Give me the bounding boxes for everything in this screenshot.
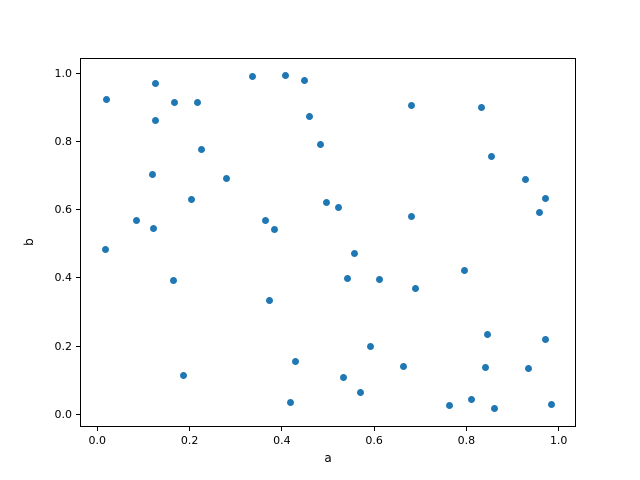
x-tick-label: 1.0 (549, 433, 568, 447)
x-tick-label: 0.2 (180, 433, 199, 447)
x-tick-mark (558, 427, 560, 432)
scatter-point (188, 195, 196, 203)
scatter-point (292, 357, 300, 365)
x-tick-label: 0.4 (273, 433, 291, 447)
scatter-point (521, 175, 529, 183)
scatter-point (536, 208, 544, 216)
scatter-point (488, 153, 496, 161)
scatter-point (148, 171, 156, 179)
scatter-point (249, 73, 257, 81)
scatter-point (541, 194, 549, 202)
x-tick-mark (281, 427, 283, 432)
y-axis-label: b (22, 238, 36, 247)
scatter-point (133, 216, 141, 224)
y-tick-label: 0.4 (54, 271, 73, 285)
x-tick-mark (189, 427, 191, 432)
x-axis-label: a (324, 451, 332, 466)
scatter-point (461, 267, 469, 275)
x-tick-mark (96, 427, 98, 432)
scatter-point (170, 276, 178, 284)
scatter-point (198, 145, 206, 153)
y-tick-mark (76, 413, 80, 415)
y-tick-mark (76, 277, 80, 279)
scatter-point (262, 217, 270, 225)
scatter-point (350, 249, 358, 257)
scatter-point (344, 275, 352, 283)
scatter-point (222, 174, 230, 182)
scatter-point (270, 225, 278, 233)
scatter-point (491, 404, 499, 412)
y-tick-mark (76, 72, 80, 74)
y-tick-mark (76, 209, 80, 211)
scatter-point (357, 389, 365, 397)
scatter-point (287, 399, 295, 407)
y-tick-mark (76, 345, 80, 347)
scatter-point (478, 104, 486, 112)
x-tick-mark (373, 427, 375, 432)
scatter-point (103, 95, 111, 103)
y-tick-label: 0.2 (54, 339, 73, 353)
scatter-point (367, 343, 375, 351)
scatter-point (483, 331, 491, 339)
scatter-point (408, 213, 415, 221)
x-tick-label: 0.8 (457, 433, 476, 447)
scatter-point (170, 99, 178, 107)
scatter-point (149, 224, 157, 232)
scatter-point (467, 396, 475, 404)
scatter-point (101, 246, 109, 254)
y-tick-label: 0.0 (54, 407, 73, 421)
scatter-point (445, 401, 453, 409)
scatter-point (376, 276, 384, 284)
scatter-point (194, 99, 202, 107)
scatter-point (305, 112, 313, 120)
y-tick-mark (76, 141, 80, 143)
scatter-point (152, 116, 160, 124)
scatter-point (542, 335, 550, 343)
scatter-point (266, 296, 274, 304)
scatter-point (151, 80, 159, 88)
scatter-point (322, 198, 330, 206)
scatter-point (400, 363, 408, 370)
x-tick-label: 0.0 (88, 433, 107, 447)
scatter-point (547, 401, 555, 409)
y-tick-label: 1.0 (54, 66, 73, 80)
scatter-point (179, 372, 187, 380)
x-tick-mark (465, 427, 467, 432)
y-tick-label: 0.8 (54, 135, 73, 149)
x-tick-label: 0.6 (365, 433, 383, 447)
y-tick-label: 0.6 (54, 203, 73, 217)
scatter-point (481, 364, 489, 372)
scatter-point (281, 71, 289, 79)
scatter-point (412, 284, 420, 292)
scatter-point (525, 365, 533, 373)
scatter-point (339, 373, 347, 381)
scatter-point (316, 140, 324, 148)
scatter-point (301, 77, 309, 85)
scatter-point (335, 203, 343, 211)
plot-area (80, 57, 576, 428)
scatter-point (407, 101, 415, 109)
